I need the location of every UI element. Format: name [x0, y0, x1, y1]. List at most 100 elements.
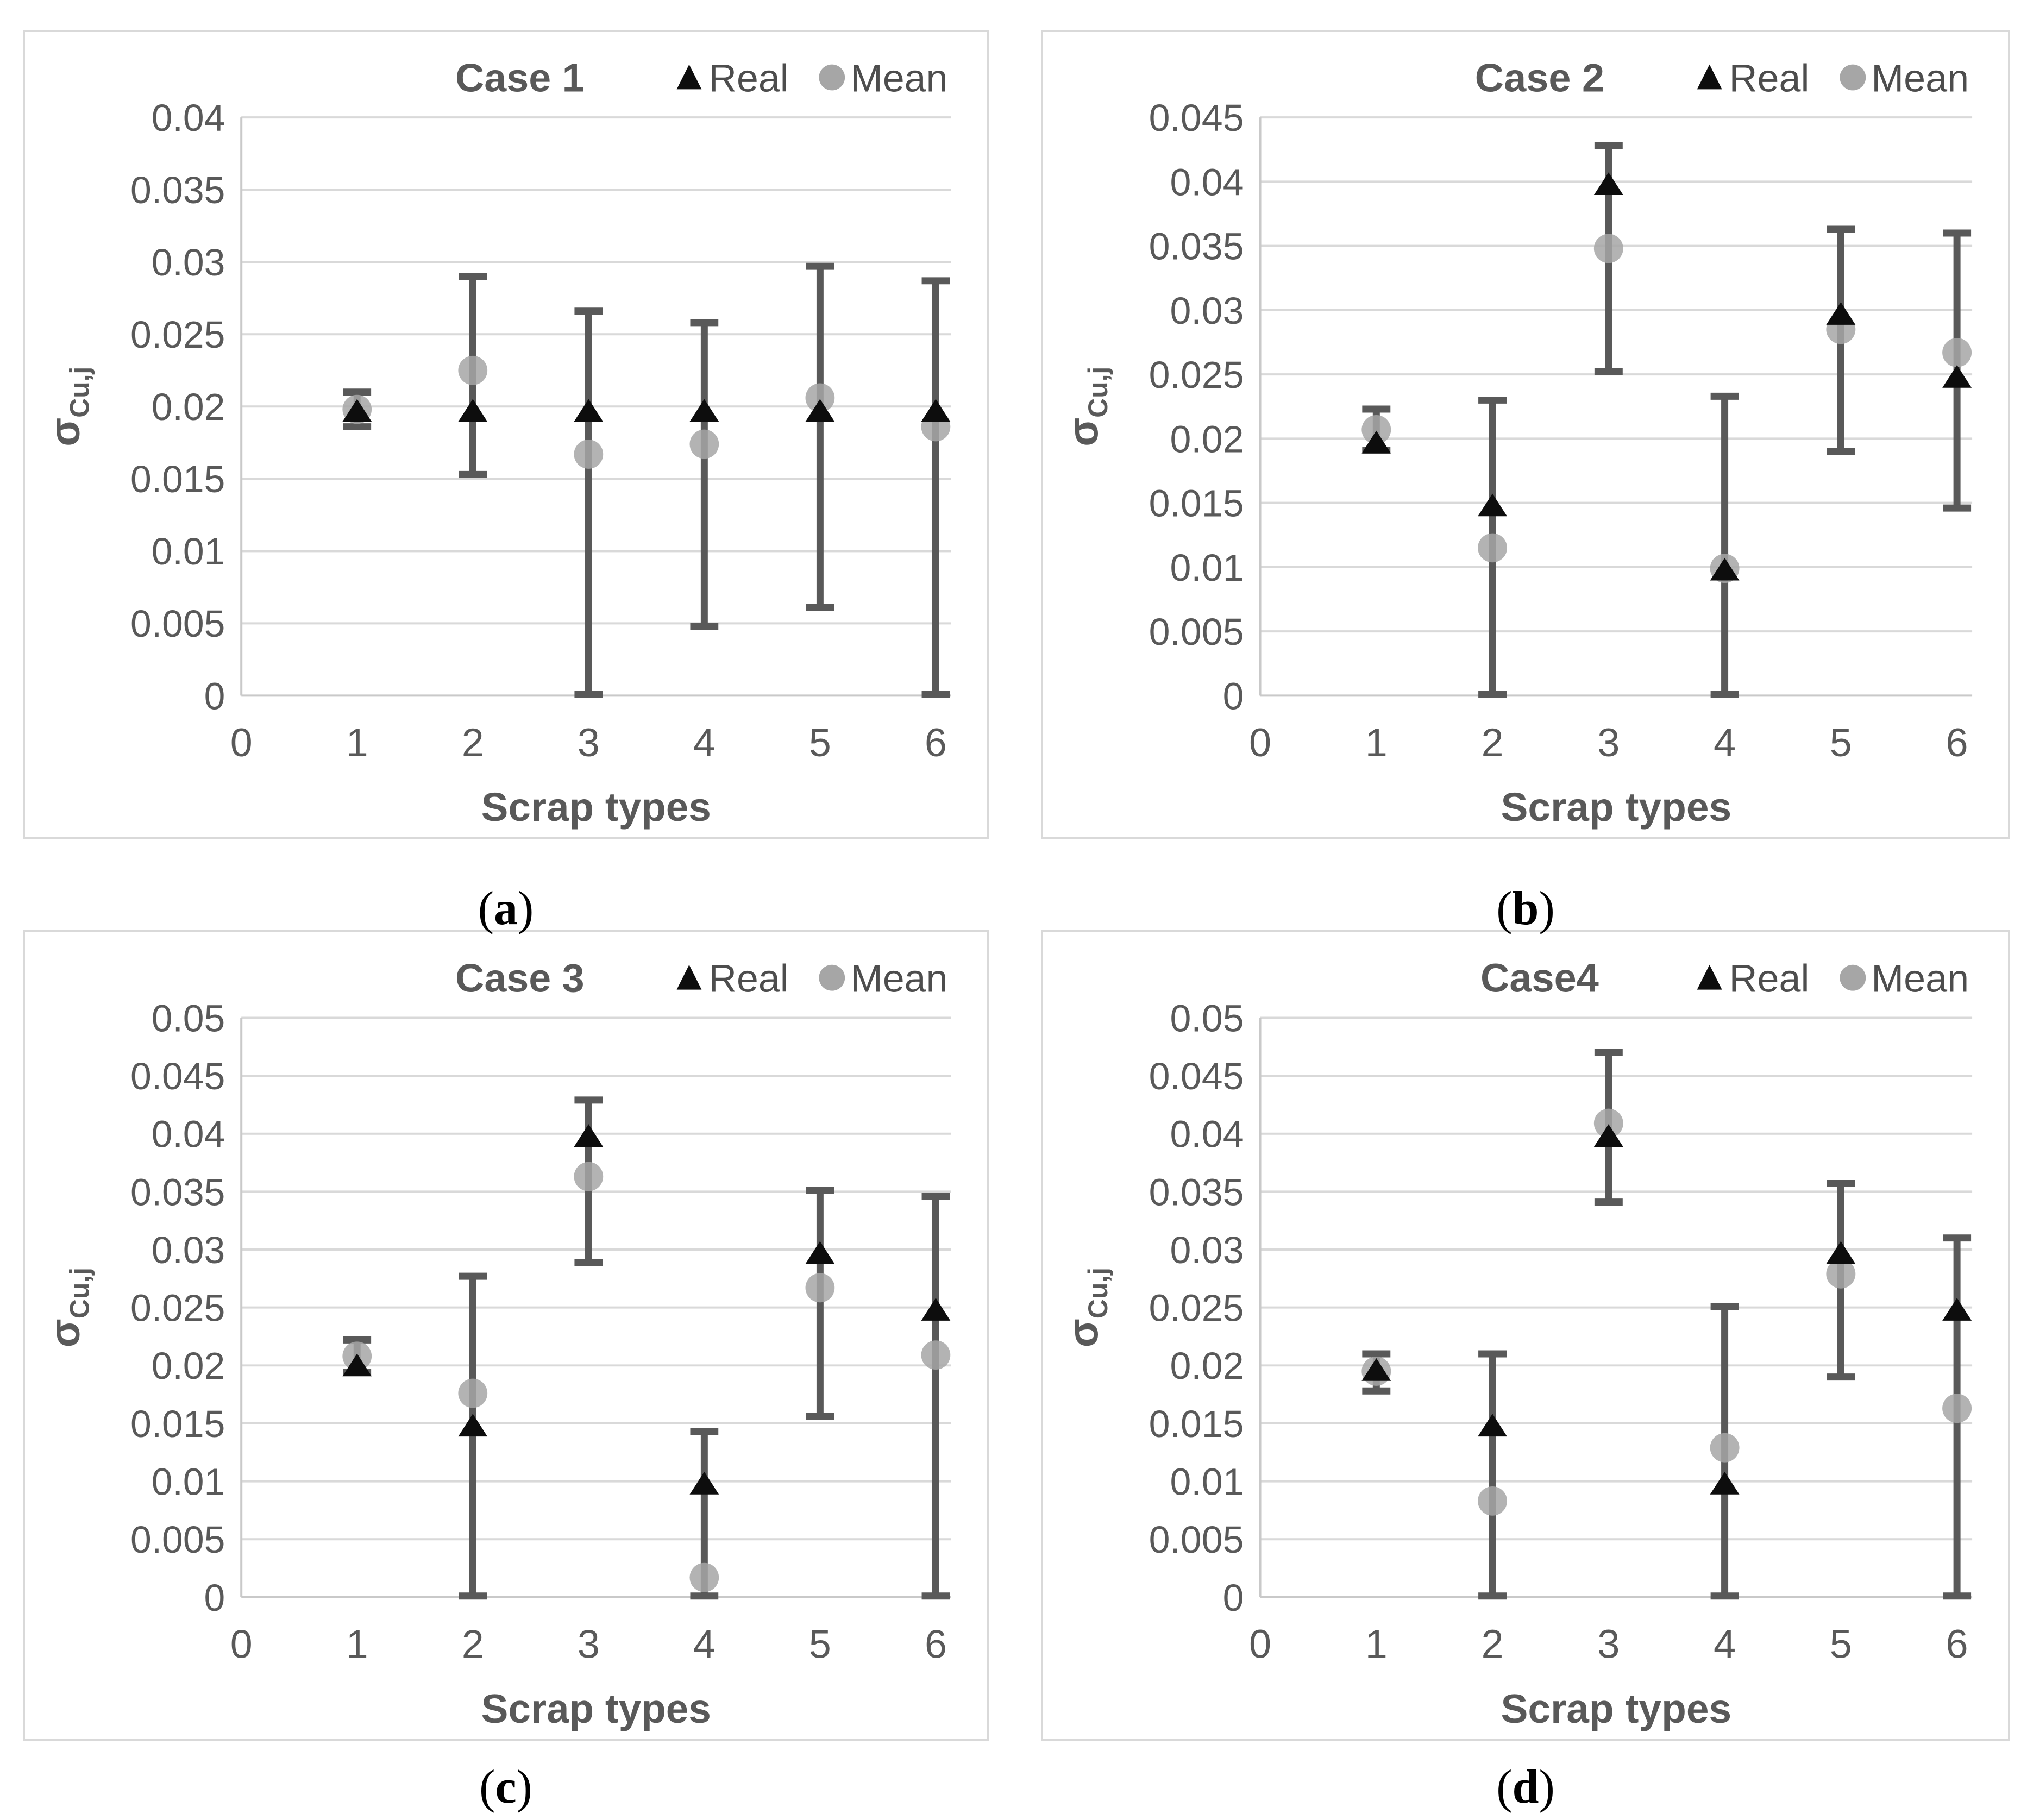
y-tick-label: 0.02	[152, 386, 225, 428]
legend-real-triangle-icon	[676, 64, 702, 90]
y-tick-label: 0.04	[152, 1113, 225, 1156]
real-point	[1710, 1471, 1740, 1495]
legend-real-label: Real	[1729, 957, 1810, 1001]
x-tick-label: 6	[925, 720, 947, 765]
y-tick-label: 0.005	[130, 1518, 225, 1561]
caption-b: (b)	[1041, 879, 2010, 939]
x-tick-label: 5	[809, 1621, 831, 1666]
caption-c: (c)	[23, 1758, 989, 1817]
mean-point	[1593, 1108, 1623, 1138]
real-point	[342, 399, 372, 422]
real-point	[1826, 1241, 1856, 1264]
caption-a: (a)	[23, 879, 989, 939]
y-axis-label: σCu,j	[42, 1267, 95, 1347]
chart-title: Case 3	[455, 956, 584, 1001]
x-tick-label: 6	[1946, 720, 1968, 765]
caption-paren: (	[478, 882, 494, 935]
y-tick-label: 0.045	[130, 1055, 225, 1097]
real-point	[574, 399, 604, 422]
real-point	[1361, 430, 1391, 454]
y-tick-label: 0.01	[152, 530, 225, 573]
y-tick-label: 0.02	[1170, 1345, 1244, 1387]
y-tick-label: 0.02	[152, 1345, 225, 1387]
real-point	[1593, 1124, 1623, 1147]
caption-letter: d	[1512, 1761, 1539, 1813]
x-tick-label: 0	[1249, 1622, 1271, 1667]
mean-point	[921, 1340, 951, 1370]
caption-letter: a	[494, 882, 518, 935]
real-point	[921, 1298, 951, 1321]
x-tick-label: 6	[925, 1621, 947, 1666]
y-tick-label: 0.015	[130, 1403, 225, 1445]
real-point	[1710, 557, 1740, 581]
mean-point	[1478, 1486, 1508, 1516]
x-tick-label: 3	[578, 1621, 600, 1666]
x-tick-label: 4	[1714, 720, 1736, 765]
chart-case-3: 0 0.005 0.01 0.015 0.02 0.025 0.03 0.035 0.04 0.0…	[42, 956, 951, 1731]
x-axis-label: Scrap types	[481, 784, 711, 830]
mean-point	[1826, 1259, 1856, 1289]
y-tick-label: 0.01	[1170, 1461, 1244, 1503]
x-tick-label: 2	[462, 720, 484, 765]
mean-point	[1942, 1394, 1972, 1423]
real-point	[1942, 365, 1972, 388]
chart-case-4: 0 0.005 0.01 0.015 0.02 0.025 0.03 0.035 0.04 0.0…	[1060, 956, 1973, 1731]
y-tick-label: 0.045	[1149, 97, 1244, 139]
y-tick-label: 0.035	[130, 1171, 225, 1213]
y-tick-label: 0	[1223, 675, 1244, 717]
real-point	[689, 1471, 719, 1495]
x-tick-label: 3	[1597, 720, 1620, 765]
mean-point	[574, 1162, 604, 1191]
y-tick-label: 0.05	[1170, 997, 1244, 1039]
x-tick-label: 4	[1714, 1622, 1736, 1667]
y-tick-label: 0.02	[1170, 418, 1244, 460]
y-tick-label: 0.01	[152, 1460, 225, 1503]
caption-paren: (	[1496, 1761, 1513, 1813]
legend-mean-label: Mean	[1871, 957, 1969, 1001]
y-tick-label: 0.035	[1149, 225, 1244, 268]
y-tick-label: 0	[1223, 1577, 1244, 1619]
legend-mean-label: Mean	[850, 957, 947, 1001]
x-tick-label: 0	[230, 1621, 253, 1666]
real-point	[1478, 493, 1508, 517]
real-point	[805, 1241, 835, 1264]
chart-title: Case 2	[1475, 55, 1604, 101]
x-axis-label: Scrap types	[481, 1686, 711, 1731]
caption-d: (d)	[1041, 1758, 2010, 1817]
x-tick-label: 2	[1482, 1622, 1504, 1667]
chart-title: Case4	[1480, 956, 1599, 1001]
panel-case-2: 0 0.005 0.01 0.015 0.02 0.025 0.03 0.035 0.04 0.0…	[1041, 30, 2010, 839]
mean-point	[1942, 338, 1972, 367]
chart-case-2: 0 0.005 0.01 0.015 0.02 0.025 0.03 0.035 0.04 0.0…	[1060, 55, 1973, 830]
y-tick-label: 0.03	[152, 241, 225, 284]
x-tick-label: 2	[462, 1621, 484, 1666]
x-tick-label: 5	[809, 720, 831, 765]
y-tick-label: 0.03	[1170, 1229, 1244, 1271]
mean-point	[1361, 415, 1391, 444]
x-tick-label: 3	[1597, 1622, 1620, 1667]
mean-point	[689, 1562, 719, 1592]
y-tick-label: 0.03	[152, 1229, 225, 1271]
x-tick-label: 0	[230, 720, 253, 765]
legend-real-triangle-icon	[1697, 64, 1722, 90]
mean-point	[689, 429, 719, 459]
legend-mean-circle-icon	[819, 964, 845, 991]
mean-point	[805, 383, 835, 413]
y-tick-label: 0.05	[152, 997, 225, 1039]
caption-letter: c	[495, 1761, 517, 1813]
x-tick-label: 4	[693, 720, 716, 765]
y-tick-label: 0.015	[130, 458, 225, 500]
mean-point	[1478, 533, 1508, 563]
x-tick-label: 4	[693, 1621, 716, 1666]
mean-point	[1593, 234, 1623, 263]
caption-paren: )	[1539, 882, 1555, 935]
real-point	[458, 1414, 488, 1437]
mean-point	[805, 1273, 835, 1303]
y-tick-label: 0.04	[152, 97, 225, 139]
y-tick-label: 0.035	[130, 169, 225, 211]
x-tick-label: 3	[578, 720, 600, 765]
caption-paren: )	[518, 882, 534, 935]
chart-title: Case 1	[455, 55, 585, 100]
mean-point	[1710, 1433, 1740, 1463]
